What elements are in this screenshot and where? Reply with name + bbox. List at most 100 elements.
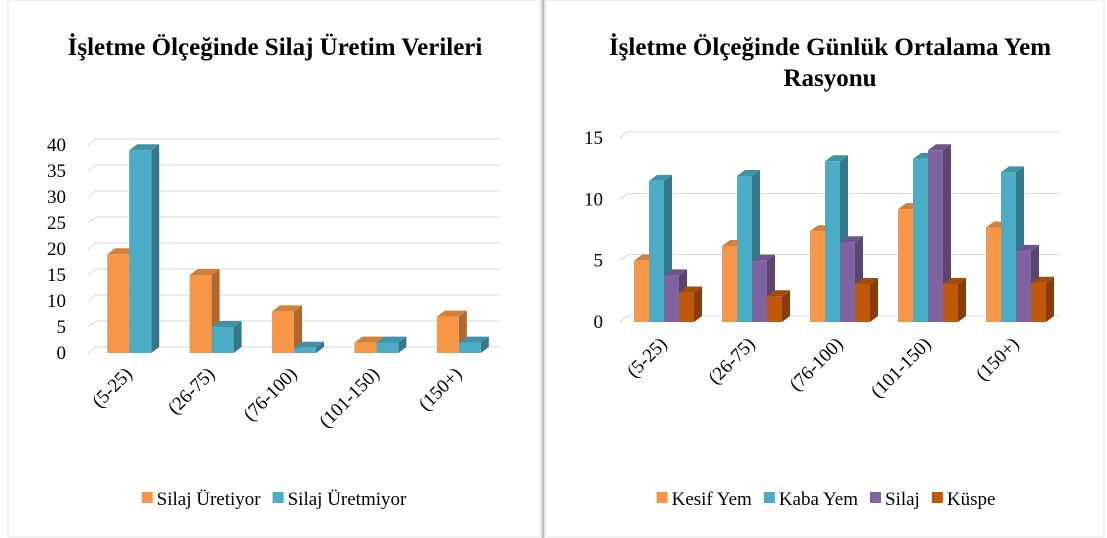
bar-front xyxy=(272,311,294,353)
bar-front xyxy=(722,245,737,322)
x-tick-label: (150+) xyxy=(972,334,1024,386)
grid-line xyxy=(619,131,1060,139)
bar-top xyxy=(1031,276,1054,283)
x-tick-label: (5-25) xyxy=(623,334,671,382)
bar-front xyxy=(679,292,694,322)
bar xyxy=(458,336,489,353)
y-tick-label: 25 xyxy=(47,213,66,234)
bar-front xyxy=(354,342,377,353)
x-tick-label: (150+) xyxy=(415,364,467,416)
grid-line xyxy=(87,138,500,146)
bar-side xyxy=(782,290,790,322)
bar-front xyxy=(737,176,752,322)
bar xyxy=(855,277,878,322)
y-tick-label: 35 xyxy=(47,161,66,182)
legend-swatch xyxy=(763,492,775,503)
grid-line xyxy=(87,320,500,328)
bar xyxy=(928,144,951,322)
bar xyxy=(129,144,160,353)
legend-label: Silaj xyxy=(885,489,920,510)
bar-front xyxy=(294,347,316,353)
bar-front xyxy=(107,254,130,353)
bar xyxy=(272,305,302,353)
bar-side xyxy=(294,305,302,353)
bar-side xyxy=(958,277,966,322)
bar-side xyxy=(943,144,951,322)
bar-front xyxy=(458,342,481,353)
bar-top xyxy=(825,155,848,162)
bar-side xyxy=(480,336,489,353)
grid-line xyxy=(87,242,500,250)
bar-front xyxy=(664,275,679,322)
panel-border xyxy=(7,0,541,538)
bar-front xyxy=(189,275,212,353)
bar-top xyxy=(664,269,687,276)
y-tick-label: 0 xyxy=(594,312,604,333)
chart-title: İşletme Ölçeğinde Günlük Ortalama Yem Ra… xyxy=(608,34,1052,92)
legend-label: Silaj Üretiyor xyxy=(157,489,262,510)
legend-label: Küspe xyxy=(947,489,996,510)
grid-line xyxy=(87,294,500,302)
legend-label: Kesif Yem xyxy=(672,489,752,510)
panel-border xyxy=(545,0,1105,538)
bar-front xyxy=(376,342,399,353)
bar xyxy=(1031,276,1054,322)
bar-top xyxy=(376,336,407,343)
bar xyxy=(943,277,966,322)
bar xyxy=(679,286,702,322)
bar xyxy=(294,341,324,353)
bar-top xyxy=(211,321,242,327)
bar-top xyxy=(189,269,220,275)
bar-front xyxy=(840,242,855,322)
y-tick-label: 20 xyxy=(47,239,66,260)
bar xyxy=(840,236,863,322)
bar-top xyxy=(855,277,878,284)
y-tick-label: 10 xyxy=(584,189,603,210)
x-tick-label: (76-100) xyxy=(240,364,302,426)
bar-front xyxy=(752,260,767,322)
legend-swatch xyxy=(272,492,284,503)
grid-line xyxy=(87,164,500,172)
bar-top xyxy=(1016,244,1039,251)
bar-top xyxy=(129,144,160,151)
bar-top xyxy=(928,144,951,151)
bar xyxy=(211,321,242,353)
y-tick-label: 10 xyxy=(47,291,66,312)
bar-top xyxy=(294,341,324,348)
bar-top xyxy=(354,336,385,343)
bar-top xyxy=(752,254,775,261)
grid-line xyxy=(87,190,500,198)
bar-side xyxy=(398,336,407,353)
bar-top xyxy=(943,277,966,284)
bar-top xyxy=(737,170,760,177)
x-tick-label: (76-100) xyxy=(786,334,848,396)
bar-front xyxy=(986,227,1001,322)
bar-front xyxy=(211,327,234,353)
bar-front xyxy=(1031,282,1046,322)
grid-line xyxy=(87,216,500,224)
legend-label: Kaba Yem xyxy=(779,489,858,510)
y-tick-label: 15 xyxy=(47,265,66,286)
bar-top xyxy=(679,286,702,293)
bar-front xyxy=(649,180,664,322)
grid-line xyxy=(87,268,500,276)
bar-side xyxy=(151,144,160,353)
legend-swatch xyxy=(141,492,153,503)
bar-front xyxy=(825,161,840,322)
y-tick-label: 15 xyxy=(584,128,603,149)
chart-title: İşletme Ölçeğinde Silaj Üretim Verileri xyxy=(67,34,483,61)
x-tick-label: (101-150) xyxy=(867,334,936,403)
x-tick-label: (101-150) xyxy=(315,364,384,433)
bar-top xyxy=(767,290,790,297)
legend-swatch xyxy=(656,492,668,503)
bar-front xyxy=(913,158,928,322)
x-tick-label: (26-75) xyxy=(704,334,759,389)
y-tick-label: 30 xyxy=(47,187,66,208)
bar-side xyxy=(870,277,878,322)
bar-top xyxy=(1001,166,1024,173)
legend-swatch xyxy=(931,492,943,503)
bar xyxy=(189,269,220,353)
bar-front xyxy=(129,150,152,353)
